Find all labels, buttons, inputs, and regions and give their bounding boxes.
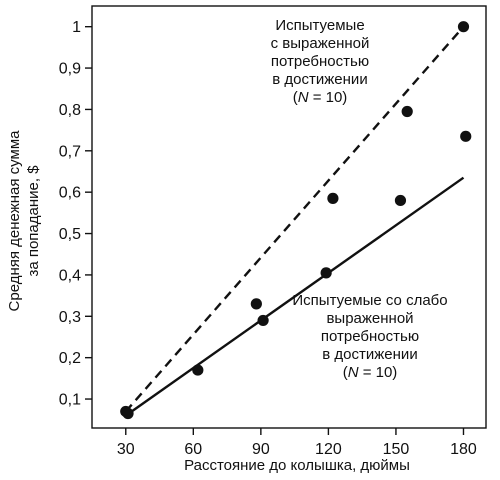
y-tick-label: 0,9 bbox=[59, 61, 81, 78]
x-tick-label: 60 bbox=[184, 441, 202, 458]
annotation-n-part: ( bbox=[343, 364, 348, 381]
y-tick-label: 0,5 bbox=[59, 226, 81, 243]
x-tick-label: 120 bbox=[315, 441, 342, 458]
annotation-low-line: потребностью bbox=[321, 328, 419, 345]
plot-frame bbox=[91, 5, 487, 429]
annotation-n-part: ( bbox=[293, 89, 298, 106]
data-point-high bbox=[401, 105, 413, 118]
y-tick-label: 0,4 bbox=[59, 267, 81, 284]
annotation-low-line: выраженной bbox=[326, 310, 413, 327]
data-point-low bbox=[250, 298, 262, 310]
y-axis-title-line: за попадание, $ bbox=[25, 165, 42, 277]
fit-line-high bbox=[124, 25, 465, 413]
y-tick-label: 0,3 bbox=[59, 309, 81, 326]
annotation-high-line: в достижении bbox=[272, 71, 367, 88]
data-point-low bbox=[320, 267, 332, 279]
annotation-low-line: Испытуемые со слабо bbox=[292, 292, 447, 309]
annotation-high-line: Испытуемые bbox=[275, 17, 364, 34]
data-point-low bbox=[460, 130, 472, 142]
annotation-high-line: с выраженной bbox=[271, 35, 370, 52]
y-tick-label: 0,1 bbox=[59, 392, 81, 409]
data-point-low bbox=[257, 314, 269, 327]
data-point-high bbox=[327, 192, 339, 204]
x-tick-label: 90 bbox=[252, 441, 270, 458]
x-axis-title: Расстояние до колышка, дюймы bbox=[184, 457, 410, 474]
data-point-low bbox=[394, 194, 407, 207]
data-point-low bbox=[122, 407, 134, 420]
y-tick-label: 1 bbox=[72, 19, 81, 36]
annotation-n-part: = 10) bbox=[309, 89, 348, 106]
annotation-low-n: (N = 10) bbox=[343, 364, 398, 381]
data-points bbox=[120, 21, 472, 420]
annotation-n-part: N bbox=[298, 89, 309, 106]
fit-lines bbox=[124, 25, 465, 417]
tick-marks bbox=[85, 25, 465, 435]
labels: 30 60 90 120 150 180 0,1 0,2 0,3 0,4 0,5 0,6 0,7 0,8 0… bbox=[6, 17, 477, 474]
annotation-n-part: N bbox=[348, 364, 359, 381]
x-tick-label: 150 bbox=[383, 441, 410, 458]
data-point-low bbox=[192, 364, 204, 376]
y-axis-title: Средняя денежная сумма за попадание, $ bbox=[6, 130, 42, 312]
y-axis-title-line: Средняя денежная сумма bbox=[6, 130, 23, 312]
x-tick-label: 30 bbox=[117, 441, 135, 458]
annotation-high-n: (N = 10) bbox=[293, 89, 348, 106]
annotation-n-part: = 10) bbox=[359, 364, 398, 381]
axes bbox=[91, 5, 487, 429]
data-point-high bbox=[457, 21, 470, 33]
y-tick-label: 0,6 bbox=[59, 185, 81, 202]
annotation-high-line: потребностью bbox=[271, 53, 369, 70]
y-tick-label: 0,8 bbox=[59, 102, 81, 119]
y-tick-label: 0,7 bbox=[59, 143, 81, 160]
fit-line-low bbox=[125, 176, 465, 417]
annotation-low-line: в достижении bbox=[322, 346, 417, 363]
y-tick-label: 0,2 bbox=[59, 350, 81, 367]
x-tick-label: 180 bbox=[450, 441, 477, 458]
